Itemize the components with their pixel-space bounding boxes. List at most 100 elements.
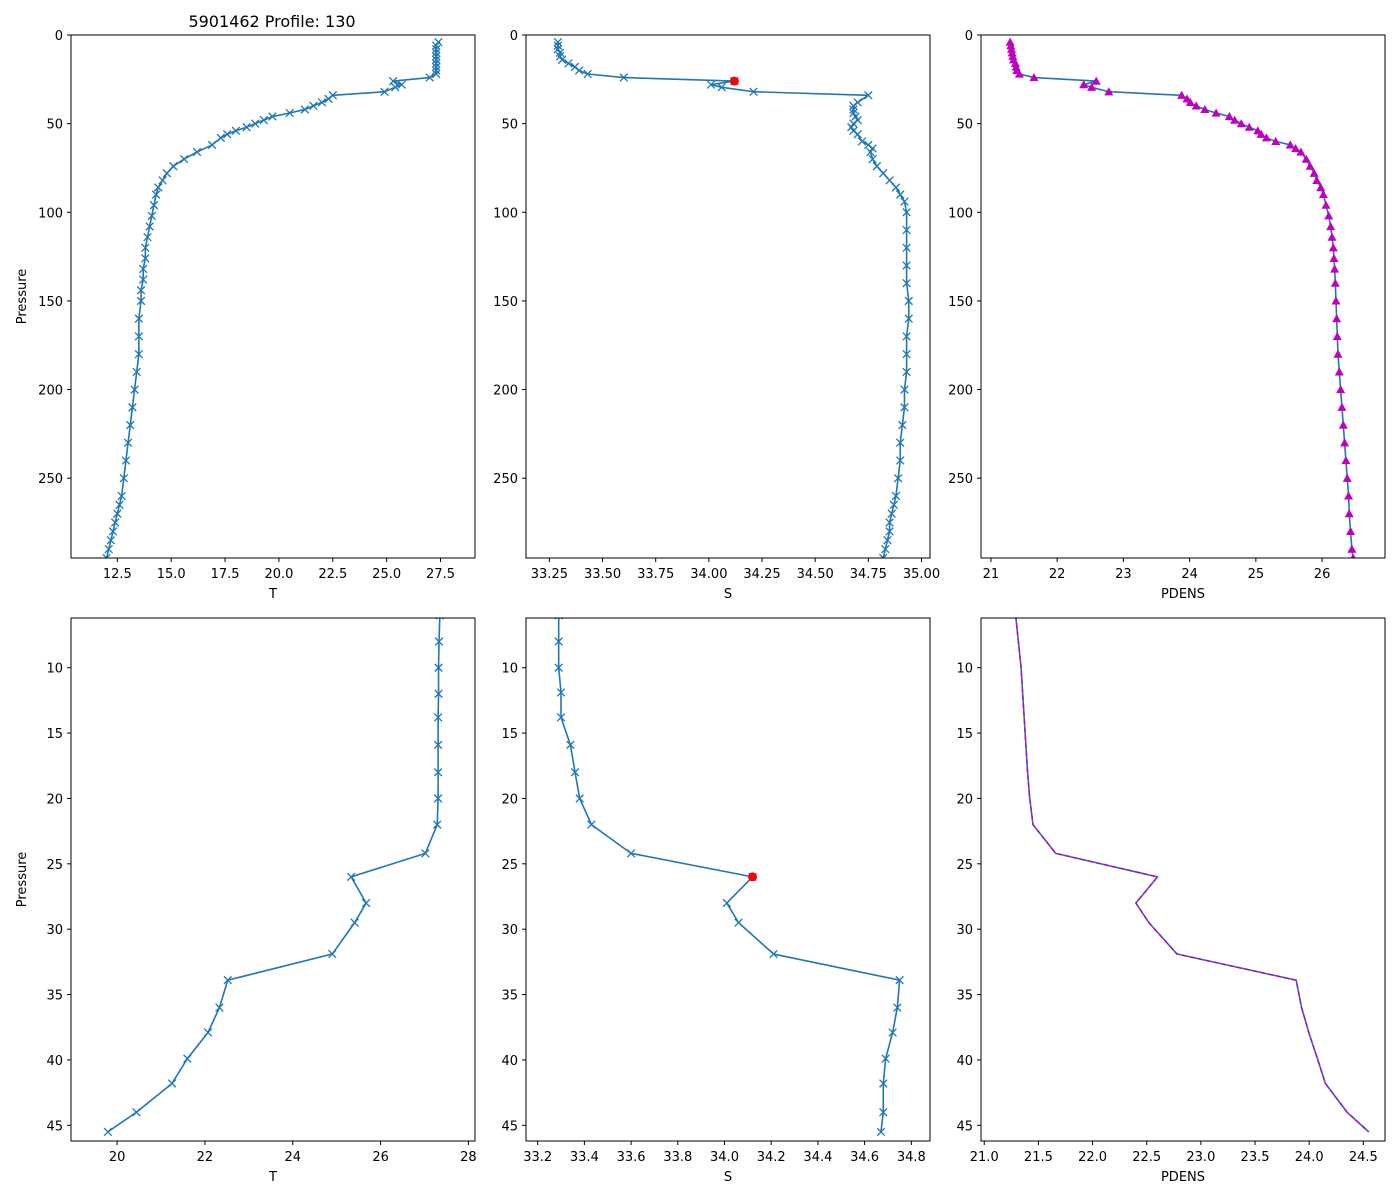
- data-point: [1327, 232, 1337, 241]
- data-point: [215, 1003, 224, 1012]
- data-point: [134, 314, 144, 323]
- x-tick-label: 24: [1181, 567, 1198, 582]
- data-point: [904, 314, 913, 323]
- data-point: [119, 473, 129, 483]
- y-tick-label: 150: [493, 295, 518, 310]
- series-temp-full: [102, 37, 443, 558]
- highlight-point: [748, 872, 758, 882]
- data-point: [1014, 69, 1024, 78]
- data-point: [570, 768, 580, 777]
- y-tick-label: 40: [501, 1054, 518, 1069]
- y-tick-label: 250: [493, 472, 518, 487]
- data-point: [431, 59, 441, 68]
- data-point: [110, 518, 120, 527]
- data-point: [1332, 331, 1342, 340]
- series-line: [557, 42, 910, 558]
- data-point: [1326, 221, 1336, 231]
- data-point: [566, 740, 575, 750]
- data-point: [151, 190, 161, 199]
- data-point: [117, 491, 126, 501]
- y-tick-label: 15: [956, 727, 973, 742]
- data-point: [1305, 161, 1315, 170]
- data-point: [431, 69, 441, 79]
- data-point: [1333, 349, 1343, 358]
- data-point: [207, 140, 217, 150]
- x-tick-label: 20: [109, 1150, 126, 1165]
- data-point: [1224, 112, 1234, 121]
- data-point: [885, 176, 894, 185]
- y-tick-label: 20: [956, 792, 973, 807]
- axes-frame: [70, 34, 476, 559]
- data-point: [1332, 314, 1342, 323]
- x-axis-label: PDENS: [1161, 1170, 1205, 1185]
- axes-frame: [525, 34, 931, 559]
- data-point: [879, 1107, 888, 1117]
- data-point: [259, 115, 269, 125]
- data-point: [431, 44, 441, 54]
- x-tick-label: 23.0: [1186, 1150, 1215, 1165]
- data-point: [619, 73, 629, 82]
- y-tick-label: 10: [46, 662, 63, 677]
- y-tick-label: 0: [510, 29, 518, 44]
- data-point: [902, 243, 911, 253]
- y-tick-label: 250: [948, 472, 973, 487]
- series-line: [105, 41, 440, 558]
- data-point: [421, 849, 430, 858]
- y-tick-label: 150: [38, 295, 63, 310]
- data-point: [1321, 200, 1331, 209]
- axes-frame: [980, 34, 1386, 559]
- data-point: [1342, 473, 1352, 482]
- data-point: [1029, 73, 1039, 82]
- data-point: [554, 663, 563, 672]
- data-point: [887, 509, 896, 518]
- x-tick-label: 24: [284, 1150, 301, 1165]
- data-point: [891, 491, 901, 501]
- data-point: [1104, 87, 1114, 96]
- data-point: [857, 137, 867, 146]
- data-point: [136, 286, 146, 295]
- series-sal-zoom: [554, 618, 904, 1137]
- data-point: [300, 105, 310, 114]
- data-point: [433, 768, 443, 777]
- data-point: [434, 637, 444, 646]
- data-point: [216, 133, 226, 143]
- data-point: [769, 949, 778, 959]
- chart-temp-full: 12.5 15.0 17.5 20.0 22.5 25.0 27.5 0 50 100 150 200…: [15, 29, 476, 602]
- chart-pdens-zoom: 21.0 21.5 22.0 22.5 23.0 23.5 24.0 24.5 10 15 20 25…: [956, 617, 1386, 1185]
- data-point: [749, 87, 758, 96]
- data-point: [1006, 41, 1016, 50]
- data-point: [883, 536, 892, 545]
- y-tick-label: 10: [501, 662, 518, 677]
- data-point: [1191, 101, 1201, 110]
- x-tick-label: 20.0: [264, 567, 293, 582]
- x-tick-label: 28: [460, 1150, 477, 1165]
- data-point: [1347, 544, 1357, 553]
- data-point: [203, 1028, 213, 1037]
- y-tick-label: 25: [956, 858, 973, 873]
- y-tick-label: 35: [501, 989, 518, 1004]
- x-tick-label: 22: [197, 1150, 214, 1165]
- x-tick-label: 34.0: [710, 1150, 739, 1165]
- data-point: [380, 87, 389, 96]
- y-tick-label: 100: [948, 206, 973, 221]
- data-point: [138, 264, 148, 274]
- data-point: [433, 740, 443, 750]
- data-point: [1006, 44, 1016, 53]
- data-point: [317, 98, 327, 107]
- chart-pdens-full: 21 22 23 24 25 26 0 50 100 150 200 250 PDENS: [948, 29, 1386, 602]
- data-point: [902, 367, 911, 377]
- x-tick-label: 22: [1049, 567, 1066, 582]
- series-pdens-zoom: [1015, 618, 1370, 1133]
- x-tick-label: 33.2: [523, 1150, 552, 1165]
- x-tick-label: 34.50: [797, 567, 834, 582]
- data-point: [734, 918, 743, 927]
- y-tick-label: 40: [956, 1054, 973, 1069]
- data-point: [564, 59, 573, 68]
- data-point: [1350, 553, 1356, 558]
- data-point: [103, 1127, 113, 1137]
- data-point: [1261, 133, 1271, 142]
- data-point: [183, 1054, 192, 1063]
- data-point: [328, 949, 337, 959]
- data-point: [587, 820, 596, 829]
- data-point: [431, 41, 441, 50]
